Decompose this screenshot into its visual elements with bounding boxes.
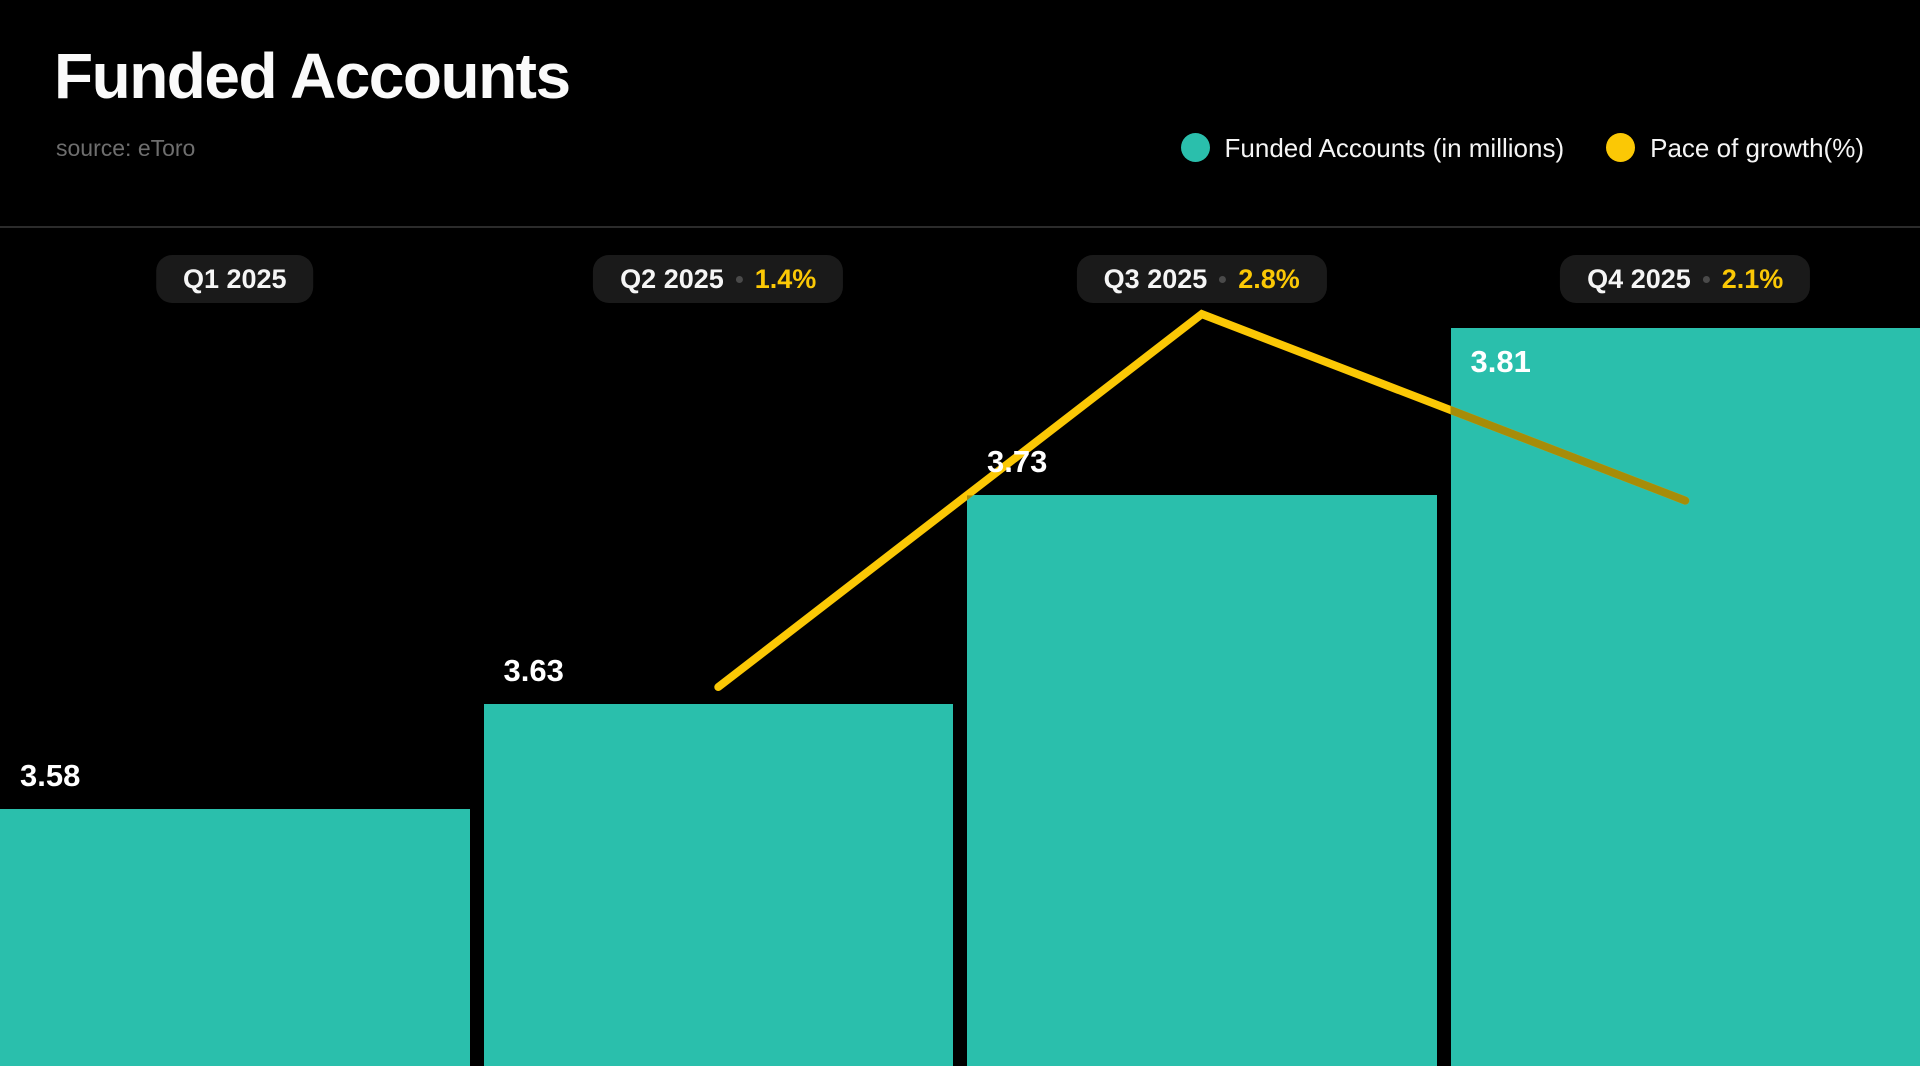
category-pill-q4-2025: Q4 2025 2.1% (1560, 255, 1811, 303)
bar-q2-2025[interactable] (483, 704, 953, 1066)
category-label: Q3 2025 (1103, 263, 1208, 294)
bar-value-label: 3.81 (1470, 344, 1531, 380)
category-label: Q1 2025 (182, 263, 287, 294)
legend-dot-teal-icon (1180, 133, 1210, 162)
growth-percent-label: 2.8% (1238, 263, 1300, 294)
chart-legend: Funded Accounts (in millions) Pace of gr… (1180, 132, 1864, 163)
category-pill-q1-2025: Q1 2025 (155, 255, 314, 303)
growth-line (714, 309, 1690, 691)
legend-label: Funded Accounts (in millions) (1224, 132, 1565, 163)
legend-label: Pace of growth(%) (1650, 132, 1864, 163)
legend-item-funded-accounts[interactable]: Funded Accounts (in millions) (1180, 132, 1565, 163)
dot-separator-icon (1219, 275, 1227, 283)
bar-value-label: 3.73 (987, 444, 1048, 480)
category-label: Q4 2025 (1587, 263, 1691, 294)
category-pill-q3-2025: Q3 2025 2.8% (1076, 255, 1327, 303)
growth-percent-label: 2.1% (1721, 263, 1784, 294)
legend-item-pace-of-growth[interactable]: Pace of growth(%) (1606, 133, 1864, 162)
dot-separator-icon (735, 275, 743, 283)
growth-percent-label: 1.4% (754, 263, 817, 294)
category-pill-q2-2025: Q2 2025 1.4% (593, 255, 844, 303)
dot-separator-icon (1702, 275, 1710, 283)
category-label: Q2 2025 (620, 263, 724, 294)
bar-value-label: 3.58 (20, 757, 81, 793)
bar-q3-2025[interactable] (967, 495, 1437, 1066)
bar-value-label: 3.63 (503, 653, 564, 689)
legend-dot-yellow-icon (1606, 133, 1636, 162)
header-divider (0, 226, 1920, 228)
source-caption: source: eToro (56, 135, 196, 161)
bar-q1-2025[interactable] (0, 808, 470, 1066)
bar-q4-2025[interactable] (1450, 328, 1920, 1066)
growth-line-over-bar (714, 328, 1690, 691)
page-title: Funded Accounts (54, 40, 571, 112)
